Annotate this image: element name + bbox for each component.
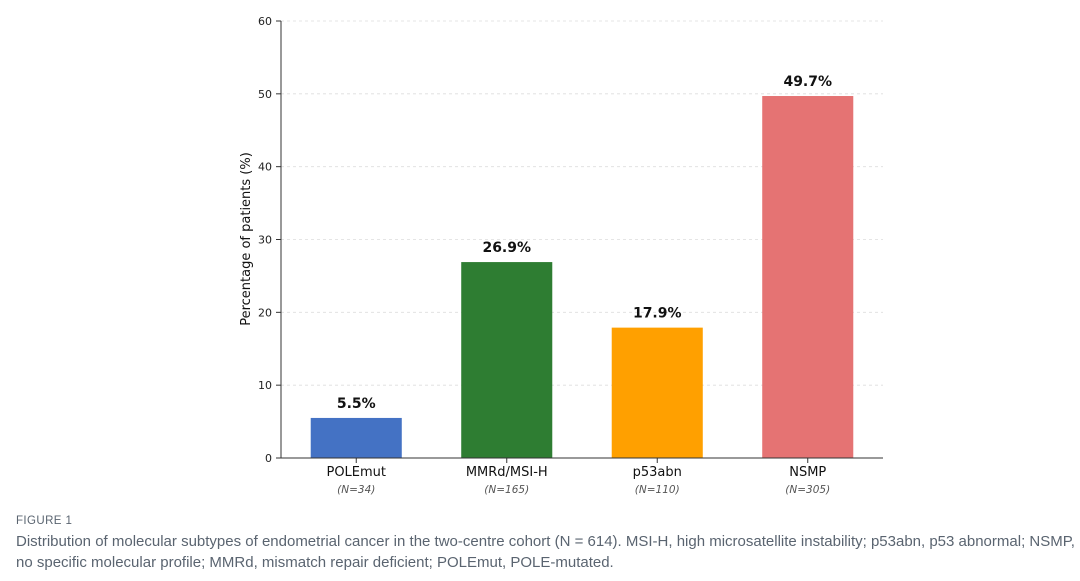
y-tick-label: 40	[258, 161, 272, 174]
y-tick-label: 50	[258, 88, 272, 101]
bar	[310, 417, 402, 458]
x-sample-size-label: (N=34)	[337, 484, 375, 496]
bar	[461, 262, 553, 458]
x-tick-label: NSMP	[789, 465, 826, 480]
bar-chart: 0 10 20 30 40 50 60 5.5% POLEmut (N=34) 26.9% MMRd/…	[239, 15, 883, 496]
bar-value-label: 5.5%	[337, 396, 376, 412]
bar-value-label: 26.9%	[482, 240, 531, 256]
y-tick-label: 60	[258, 15, 272, 28]
gridlines	[281, 20, 883, 386]
x-tick-label: p53abn	[633, 465, 682, 480]
axes	[276, 20, 883, 463]
bar-value-label: 49.7%	[783, 74, 832, 90]
bars	[310, 96, 854, 458]
labels: 0 10 20 30 40 50 60 5.5% POLEmut (N=34) 26.9% MMRd/…	[258, 15, 832, 496]
y-axis-title: Percentage of patients (%)	[239, 152, 254, 326]
y-tick-label: 20	[258, 306, 272, 319]
figure-label: FIGURE 1	[16, 515, 73, 527]
bar	[762, 96, 854, 458]
figure-caption-text: Distribution of molecular subtypes of en…	[16, 533, 1075, 571]
bar-value-label: 17.9%	[633, 306, 682, 322]
x-sample-size-label: (N=165)	[484, 484, 529, 496]
y-tick-label: 30	[258, 234, 272, 247]
bar	[611, 327, 703, 458]
x-tick-label: MMRd/MSI-H	[466, 465, 548, 480]
y-tick-label: 10	[258, 379, 272, 392]
x-sample-size-label: (N=110)	[635, 484, 680, 496]
figure-caption: FIGURE 1 Distribution of molecular subty…	[16, 515, 1076, 573]
y-tick-label: 0	[265, 452, 272, 465]
chart-canvas: 0 10 20 30 40 50 60 5.5% POLEmut (N=34) 26.9% MMRd/…	[239, 15, 883, 496]
x-sample-size-label: (N=305)	[785, 484, 830, 496]
x-tick-label: POLEmut	[326, 465, 386, 480]
